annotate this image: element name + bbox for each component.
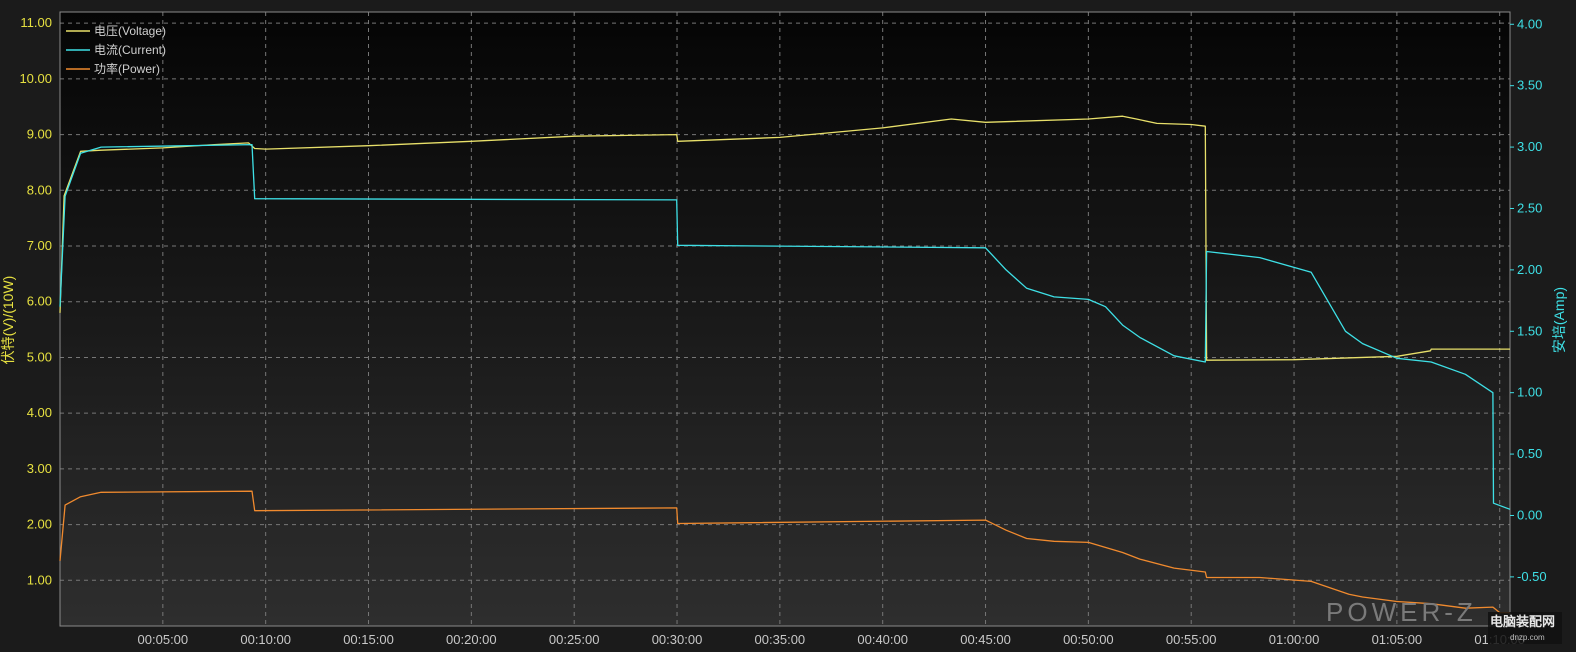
x-tick-label: 00:35:00	[755, 632, 806, 647]
x-tick-label: 00:50:00	[1063, 632, 1114, 647]
site-url: dnzp.com	[1510, 633, 1545, 642]
right-tick-label: 4.00	[1517, 16, 1542, 31]
x-tick-label: 00:15:00	[343, 632, 394, 647]
left-tick-label: 8.00	[27, 182, 52, 197]
right-tick-label: 0.00	[1517, 507, 1542, 522]
right-tick-label: 0.50	[1517, 446, 1542, 461]
left-tick-label: 5.00	[27, 349, 52, 364]
watermark: POWER-Z 电脑装配网 dnzp.com	[1326, 597, 1562, 644]
right-tick-label: 1.00	[1517, 385, 1542, 400]
x-axis-ticks: 00:05:00 00:10:00 00:15:00 00:20:00 00:25:00…	[138, 632, 1525, 647]
x-tick-label: 00:25:00	[549, 632, 600, 647]
left-tick-label: 3.00	[27, 461, 52, 476]
x-tick-label: 00:20:00	[446, 632, 497, 647]
watermark-logo: POWER-Z	[1326, 597, 1477, 627]
x-tick-label: 01:05:00	[1372, 632, 1423, 647]
site-name: 电脑装配网	[1490, 614, 1555, 630]
left-axis-title: 伏特(V)/(10W)	[0, 276, 16, 365]
left-tick-label: 2.00	[27, 517, 52, 532]
plot-frame	[59, 11, 1511, 627]
left-axis-ticks: 1.00 2.00 3.00 4.00 5.00 6.00 7.00 8.00 9.00 10.0…	[19, 15, 52, 587]
legend-label-current: 电流(Current)	[94, 43, 166, 57]
right-tick-label: 1.50	[1517, 323, 1542, 338]
left-tick-label: 9.00	[27, 127, 52, 142]
x-tick-label: 01:00:00	[1269, 632, 1320, 647]
power-line	[59, 490, 1510, 614]
right-axis-ticks: -0.50 0.00 0.50 1.00 1.50 2.00 2.50 3.00 3.50 4.0…	[1510, 16, 1547, 584]
right-tick-label: 3.50	[1517, 78, 1542, 93]
x-tick-label: 00:45:00	[960, 632, 1011, 647]
current-line	[59, 143, 1511, 510]
right-tick-label: 2.50	[1517, 200, 1542, 215]
legend-label-voltage: 电压(Voltage)	[94, 24, 166, 38]
x-tick-label: 00:40:00	[857, 632, 908, 647]
right-tick-label: -0.50	[1517, 569, 1547, 584]
x-tick-label: 00:30:00	[652, 632, 703, 647]
site-badge	[1488, 612, 1562, 644]
x-tick-label: 00:05:00	[138, 632, 189, 647]
x-tick-label: 00:10:00	[240, 632, 291, 647]
series-lines	[59, 115, 1511, 614]
x-tick-label: 00:55:00	[1166, 632, 1217, 647]
legend-label-power: 功率(Power)	[94, 61, 160, 76]
plot-background	[60, 12, 1510, 626]
left-tick-label: 7.00	[27, 238, 52, 253]
left-tick-label: 4.00	[27, 405, 52, 420]
right-tick-label: 3.00	[1517, 139, 1542, 154]
legend: 电压(Voltage) 电流(Current) 功率(Power)	[66, 24, 166, 76]
left-tick-label: 1.00	[27, 572, 52, 587]
right-axis-title: 安培(Amp)	[1551, 287, 1567, 353]
right-tick-label: 2.00	[1517, 262, 1542, 277]
grid-lines	[60, 12, 1510, 626]
left-tick-label: 11.00	[20, 15, 52, 30]
left-tick-label: 6.00	[27, 294, 52, 309]
left-tick-label: 10.00	[19, 71, 52, 86]
